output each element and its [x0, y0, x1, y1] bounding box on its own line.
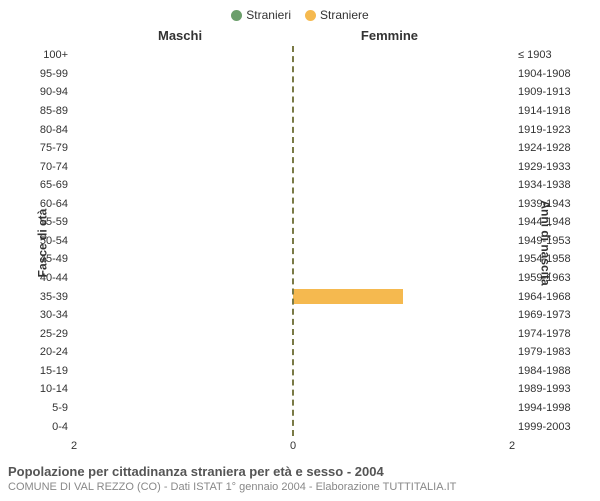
birth-tick: 1974-1978	[518, 328, 571, 340]
birth-tick: 1999-2003	[518, 421, 571, 433]
birth-tick: 1989-1993	[518, 383, 571, 395]
age-tick: 5-9	[52, 402, 68, 414]
birth-tick: 1959-1963	[518, 272, 571, 284]
age-tick: 25-29	[40, 328, 68, 340]
age-tick: 45-49	[40, 253, 68, 265]
birth-tick: 1949-1953	[518, 235, 571, 247]
birth-tick: 1964-1968	[518, 291, 571, 303]
header-female: Femmine	[361, 28, 418, 43]
birth-tick: 1954-1958	[518, 253, 571, 265]
age-tick: 55-59	[40, 216, 68, 228]
age-tick: 15-19	[40, 365, 68, 377]
birth-tick: 1984-1988	[518, 365, 571, 377]
legend-item-female: Straniere	[305, 8, 369, 22]
legend-item-male: Stranieri	[231, 8, 291, 22]
x-axis: 2 0 2	[74, 440, 512, 454]
plot-area: 100+≤ 190395-991904-190890-941909-191385…	[74, 46, 512, 436]
birth-tick: 1934-1938	[518, 179, 571, 191]
age-tick: 20-24	[40, 346, 68, 358]
x-tick: 2	[509, 440, 515, 452]
birth-tick: 1914-1918	[518, 105, 571, 117]
age-tick: 100+	[43, 49, 68, 61]
birth-tick: 1969-1973	[518, 309, 571, 321]
birth-tick: 1924-1928	[518, 142, 571, 154]
age-tick: 80-84	[40, 124, 68, 136]
caption-title: Popolazione per cittadinanza straniera p…	[8, 464, 592, 479]
legend: Stranieri Straniere	[8, 8, 592, 22]
birth-tick: 1979-1983	[518, 346, 571, 358]
age-tick: 30-34	[40, 309, 68, 321]
age-tick: 0-4	[52, 421, 68, 433]
legend-dot-female	[305, 10, 316, 21]
population-pyramid: Maschi Femmine Fasce di età Anni di nasc…	[8, 28, 588, 458]
birth-tick: 1939-1943	[518, 198, 571, 210]
x-tick: 0	[290, 440, 296, 452]
birth-tick: 1944-1948	[518, 216, 571, 228]
birth-tick: 1919-1923	[518, 124, 571, 136]
age-tick: 95-99	[40, 68, 68, 80]
age-tick: 75-79	[40, 142, 68, 154]
age-tick: 65-69	[40, 179, 68, 191]
birth-tick: 1929-1933	[518, 161, 571, 173]
age-tick: 60-64	[40, 198, 68, 210]
x-tick: 2	[71, 440, 77, 452]
age-tick: 40-44	[40, 272, 68, 284]
center-line	[292, 46, 294, 436]
age-tick: 70-74	[40, 161, 68, 173]
caption-subtitle: COMUNE DI VAL REZZO (CO) - Dati ISTAT 1°…	[8, 481, 592, 493]
legend-label-male: Stranieri	[246, 8, 291, 22]
legend-dot-male	[231, 10, 242, 21]
legend-label-female: Straniere	[320, 8, 369, 22]
header-male: Maschi	[158, 28, 202, 43]
age-tick: 50-54	[40, 235, 68, 247]
bar-female	[293, 289, 403, 304]
birth-tick: ≤ 1903	[518, 49, 552, 61]
birth-tick: 1994-1998	[518, 402, 571, 414]
birth-tick: 1904-1908	[518, 68, 571, 80]
age-tick: 35-39	[40, 291, 68, 303]
age-tick: 85-89	[40, 105, 68, 117]
age-tick: 10-14	[40, 383, 68, 395]
age-tick: 90-94	[40, 86, 68, 98]
birth-tick: 1909-1913	[518, 86, 571, 98]
